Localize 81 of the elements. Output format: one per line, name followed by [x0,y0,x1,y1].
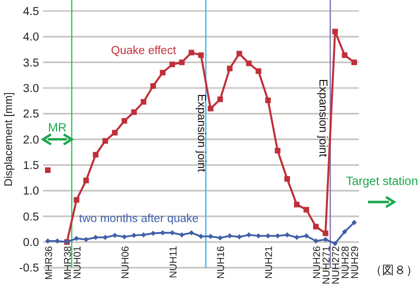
point [322,230,328,236]
x-tick-label: NUH272 [331,246,342,284]
x-tick-label: NUH26 [312,246,323,279]
point [246,60,252,66]
point [74,236,80,242]
point [313,224,319,230]
y-tick-label: 4.0 [23,32,39,44]
y-axis-title: Displacement [mm] [3,92,15,186]
point [342,229,348,234]
point [304,206,310,212]
y-tick-label: 2.5 [23,108,39,121]
point [284,176,290,182]
x-tick-label: NUH21 [264,246,276,279]
point [218,235,223,241]
x-tick-label: MHR38 [62,246,74,280]
point [54,238,60,244]
annotation: Expansion joint [194,94,207,173]
point [332,28,338,34]
point [45,238,50,244]
y-tick-label: 4.5 [23,6,39,18]
point [188,230,194,236]
point [198,52,204,58]
point [265,98,271,104]
point [150,83,156,89]
x-tick-label: NUH01 [72,246,84,279]
y-tick-label: 0.0 [23,237,39,250]
point [304,233,309,238]
point [332,240,338,246]
annotation: Expansion joint [316,79,328,158]
point [102,234,108,240]
x-tick-label: NUH28 [340,246,352,279]
point [236,50,242,56]
point [122,118,128,124]
point [122,234,127,240]
y-tick-label: 1.0 [23,186,39,198]
point [274,148,280,154]
point [44,167,51,173]
point [342,52,348,58]
point [83,178,89,184]
point [284,232,290,238]
point [208,106,214,112]
point [160,70,166,76]
x-tick-label: NUH06 [120,246,132,279]
point [294,202,300,208]
point [74,197,80,203]
x-tick-label: NUH11 [168,246,180,278]
x-tick-label: NUH271 [321,246,332,284]
point [352,220,357,226]
point [131,109,137,115]
point [294,234,300,240]
y-tick-label: -0.5 [19,262,39,275]
point [112,130,118,136]
point [236,234,242,240]
point [188,50,194,56]
y-tick-label: 1.5 [23,160,39,172]
point [92,152,98,158]
y-tick-label: 3.5 [23,57,39,70]
point [179,232,184,238]
x-tick-label: NUH29 [350,246,362,279]
series-label: Quake effect [111,45,177,58]
point [179,60,185,66]
point [322,236,328,242]
y-tick-label: 2.0 [23,134,39,146]
point [112,232,118,238]
series-label: two months after quake [79,213,199,226]
point [102,138,108,144]
point [226,66,233,72]
point [351,60,358,66]
point [227,233,232,238]
point [246,232,252,238]
x-tick-label: MHR36 [44,246,55,280]
x-tick-label: NUH16 [216,246,228,279]
point [256,68,262,74]
y-tick-label: 0.5 [23,211,39,224]
text: （図８） [370,263,418,277]
annotation: Target station [346,174,418,188]
y-tick-label: 3.0 [23,83,39,96]
annotation: MR [48,120,68,134]
point [169,62,176,68]
point [217,96,223,102]
point [140,99,146,105]
